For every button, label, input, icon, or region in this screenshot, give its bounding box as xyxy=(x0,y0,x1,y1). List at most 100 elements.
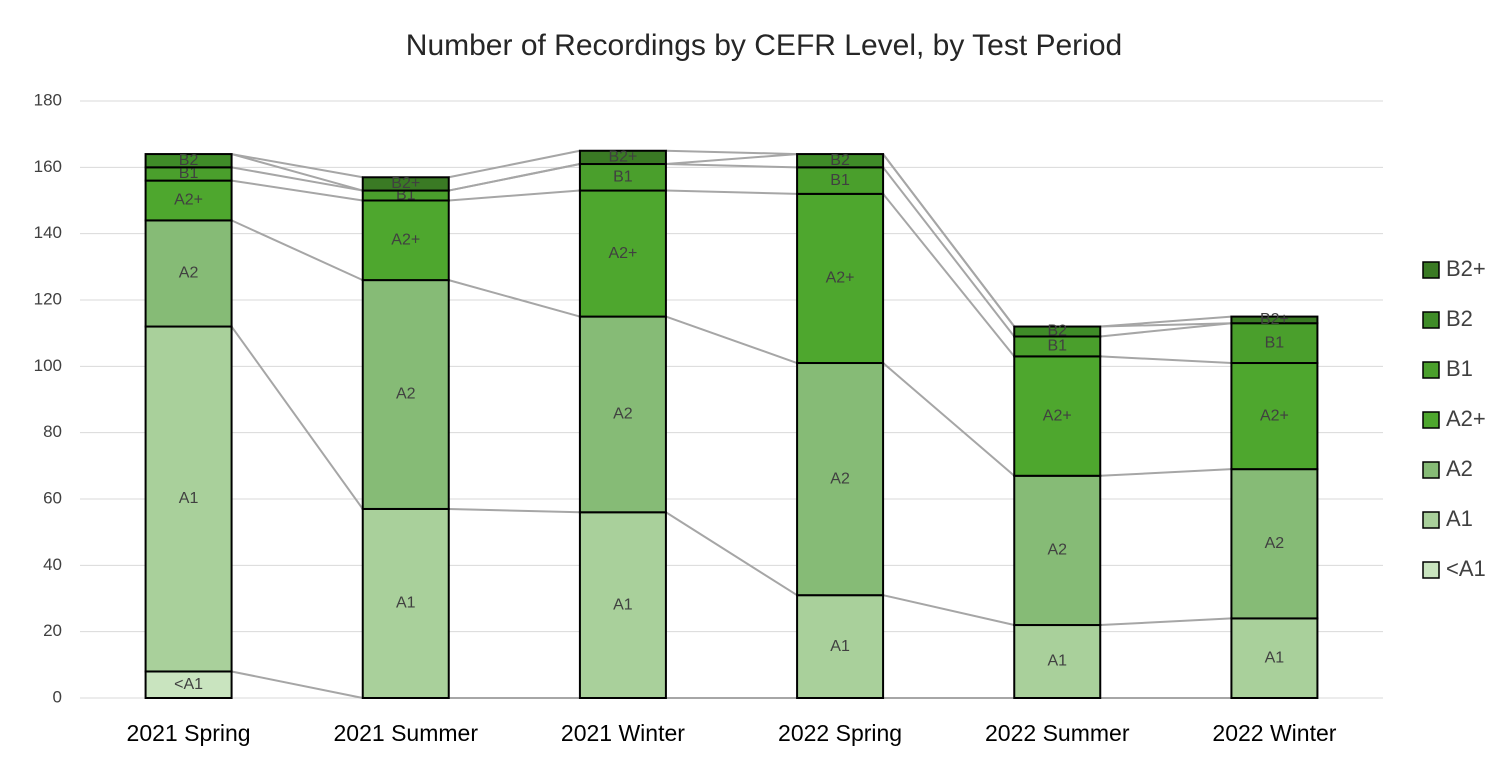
series-line xyxy=(448,279,581,318)
legend-swatch xyxy=(1422,461,1440,479)
series-line xyxy=(665,149,798,156)
legend-label: B1 xyxy=(1446,356,1473,381)
segment-label: A2+ xyxy=(608,245,637,262)
y-tick-label: 40 xyxy=(43,555,62,574)
segment-label: B1 xyxy=(1265,334,1285,351)
segment-label: B1 xyxy=(613,169,633,186)
y-tick-label: 180 xyxy=(34,90,62,109)
series-line xyxy=(665,511,798,597)
bar-segment xyxy=(796,192,885,365)
segment-label: A2+ xyxy=(1260,407,1289,424)
series-line xyxy=(882,153,1016,328)
x-tick-label: 2021 Winter xyxy=(561,720,685,746)
series-line xyxy=(448,189,580,202)
series-line xyxy=(448,507,580,514)
segment-label: A2 xyxy=(1265,535,1285,552)
segment-label: A2 xyxy=(1047,542,1067,559)
segment-label: B1 xyxy=(179,165,199,182)
segment-label: A2 xyxy=(830,470,850,487)
bar-segment xyxy=(1230,322,1319,365)
series-line xyxy=(231,179,363,202)
series-line xyxy=(231,153,363,179)
segment-label: A2 xyxy=(179,265,199,282)
series-line xyxy=(230,325,364,510)
segment-label: A1 xyxy=(1047,653,1067,670)
bar-segment xyxy=(578,511,667,699)
y-tick-label: 0 xyxy=(53,687,62,706)
bar-segment xyxy=(144,219,233,328)
series-line xyxy=(882,594,1015,627)
legend-swatch xyxy=(1422,311,1440,329)
segment-label: B2 xyxy=(1047,323,1067,340)
series-line xyxy=(665,163,798,169)
y-tick-label: 120 xyxy=(34,289,62,308)
x-tick-label: 2022 Summer xyxy=(985,720,1130,746)
legend-label: A2+ xyxy=(1446,406,1486,431)
bar-segment xyxy=(361,176,450,192)
segment-label: B2 xyxy=(179,152,199,169)
y-tick-label: 140 xyxy=(34,223,62,242)
segment-label: B1 xyxy=(830,172,850,189)
series-line xyxy=(448,149,581,179)
segment-label: A1 xyxy=(613,596,633,613)
segment-label: A2 xyxy=(396,386,416,403)
bar-segment xyxy=(578,163,667,192)
series-line xyxy=(231,670,363,699)
segment-label: B2+ xyxy=(1260,311,1289,328)
series-line xyxy=(1100,322,1232,328)
series-line xyxy=(665,315,798,364)
bar-segment xyxy=(578,149,667,166)
segment-label: A1 xyxy=(179,490,199,507)
bar-segment xyxy=(578,189,667,318)
y-tick-label: 60 xyxy=(43,488,62,507)
series-line xyxy=(1100,322,1232,338)
bar-segment xyxy=(144,153,233,169)
bar-segment xyxy=(361,199,450,282)
segment-label: B2 xyxy=(830,152,850,169)
series-line xyxy=(231,219,364,282)
legend-label: <A1 xyxy=(1446,556,1486,581)
x-tick-label: 2021 Spring xyxy=(127,720,251,746)
legend-label: A1 xyxy=(1446,506,1473,531)
bar-segment xyxy=(1013,355,1102,477)
y-tick-label: 100 xyxy=(34,356,62,375)
series-line xyxy=(231,153,364,192)
segment-label: A1 xyxy=(396,595,416,612)
legend-swatch xyxy=(1422,261,1440,279)
bar-segment xyxy=(796,594,885,700)
bar-segment xyxy=(1230,468,1319,620)
bar-segment xyxy=(1230,315,1319,325)
segment-label: B1 xyxy=(1047,338,1067,355)
series-line xyxy=(882,193,1016,358)
segment-label: A2+ xyxy=(1043,407,1072,424)
series-line xyxy=(1100,617,1232,627)
segment-label: <A1 xyxy=(174,676,203,693)
series-line xyxy=(1100,315,1232,328)
legend-swatch xyxy=(1422,361,1440,379)
bar-segment xyxy=(361,279,450,510)
chart-title: Number of Recordings by CEFR Level, by T… xyxy=(406,29,1122,62)
bar-segment xyxy=(796,153,885,169)
segment-label: B2+ xyxy=(391,175,420,192)
x-tick-label: 2022 Winter xyxy=(1212,720,1336,746)
series-line xyxy=(231,166,363,192)
bar-segment xyxy=(1013,325,1102,338)
segment-label: A2+ xyxy=(174,192,203,209)
segment-label: A2 xyxy=(613,406,633,423)
x-tick-label: 2021 Summer xyxy=(334,720,479,746)
series-line xyxy=(1100,355,1232,365)
bar-segment xyxy=(1013,624,1102,699)
series-line xyxy=(665,189,798,195)
legend-swatch xyxy=(1422,411,1440,429)
x-tick-label: 2022 Spring xyxy=(778,720,902,746)
y-tick-label: 160 xyxy=(34,157,62,176)
y-tick-label: 80 xyxy=(43,422,62,441)
bar-segment xyxy=(1013,474,1102,627)
segment-label: A2+ xyxy=(826,270,855,287)
segment-label: A1 xyxy=(830,638,850,655)
segment-label: B2+ xyxy=(608,149,637,166)
series-line xyxy=(448,163,581,192)
segment-label: A1 xyxy=(1265,649,1285,666)
legend-swatch xyxy=(1422,561,1440,579)
